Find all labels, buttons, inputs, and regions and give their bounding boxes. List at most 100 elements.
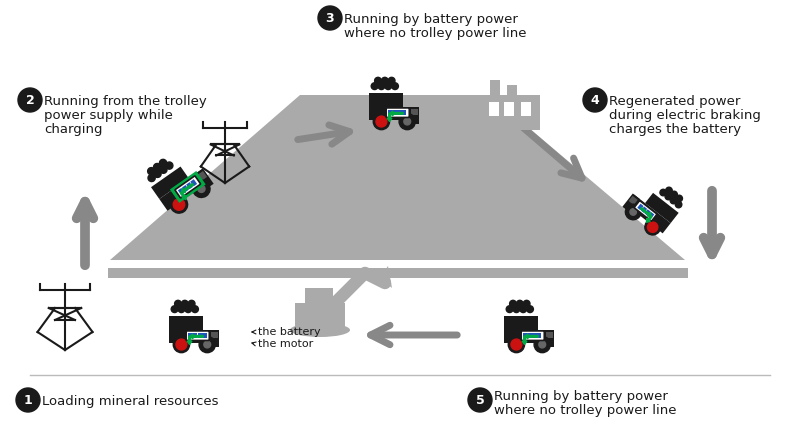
Circle shape [153,163,161,170]
FancyBboxPatch shape [521,331,544,341]
Circle shape [523,300,530,307]
Circle shape [660,189,666,196]
Circle shape [18,88,42,112]
Circle shape [376,116,387,127]
Bar [626,194,670,233]
Circle shape [373,113,390,130]
Circle shape [173,336,189,353]
Text: 5: 5 [475,393,484,407]
Bar [529,333,535,338]
Polygon shape [210,330,220,347]
Circle shape [378,83,385,90]
Circle shape [468,388,492,412]
Bar [638,203,643,210]
FancyArrow shape [390,111,403,116]
Circle shape [675,201,682,208]
Circle shape [645,220,661,235]
Bar [629,196,638,205]
Polygon shape [504,316,539,330]
FancyArrow shape [523,336,527,344]
Circle shape [318,6,342,30]
Circle shape [385,83,392,90]
FancyArrow shape [187,336,192,344]
Circle shape [16,388,40,412]
Polygon shape [622,193,640,212]
Circle shape [160,159,167,167]
Bar [197,333,207,338]
FancyArrow shape [181,192,186,200]
Circle shape [165,162,173,169]
Circle shape [204,341,211,348]
Bar [182,185,189,192]
Bar [504,102,514,116]
FancyArrow shape [525,334,539,339]
Polygon shape [545,330,555,347]
Circle shape [160,166,167,173]
Circle shape [198,185,205,192]
Bar [648,212,654,219]
Circle shape [148,174,155,181]
Circle shape [170,196,188,213]
Circle shape [534,336,551,353]
Circle shape [511,339,522,350]
Text: 4: 4 [590,93,599,107]
Bar [490,80,500,100]
Bar [369,107,418,120]
Text: 3: 3 [326,11,334,25]
Bar [400,110,406,115]
Text: where no trolley power line: where no trolley power line [344,27,527,40]
Circle shape [178,306,185,313]
Circle shape [175,300,181,307]
Bar [507,85,517,100]
Bar [159,169,210,211]
Text: where no trolley power line: where no trolley power line [494,404,677,417]
Circle shape [670,197,677,204]
Text: power supply while: power supply while [44,109,173,122]
Text: Loading mineral resources: Loading mineral resources [42,395,218,408]
Circle shape [516,300,523,307]
Bar [211,332,218,338]
Circle shape [176,201,183,208]
Circle shape [192,306,198,313]
Bar [178,188,185,195]
Text: Running from the trolley: Running from the trolley [44,95,207,108]
Circle shape [665,193,672,200]
FancyBboxPatch shape [186,331,209,341]
Bar [485,95,540,130]
Bar [641,206,647,213]
FancyArrow shape [388,113,392,121]
Circle shape [378,118,385,125]
Bar [388,110,394,115]
FancyBboxPatch shape [175,176,201,198]
Text: the motor: the motor [258,339,313,349]
Polygon shape [195,168,213,190]
Bar [523,333,529,338]
Circle shape [154,170,161,177]
Circle shape [403,118,411,125]
Bar [547,332,553,338]
Bar [186,182,193,190]
Polygon shape [169,316,203,330]
Bar [190,179,197,187]
Circle shape [185,306,192,313]
Bar [535,333,541,338]
Circle shape [671,191,678,198]
Bar [395,110,400,115]
Circle shape [513,341,520,348]
Text: the battery: the battery [258,327,320,337]
Circle shape [171,306,178,313]
Circle shape [372,83,378,90]
Circle shape [508,336,525,353]
Ellipse shape [290,323,350,337]
Bar [489,102,499,116]
Circle shape [513,306,520,313]
Bar [521,102,531,116]
Polygon shape [151,167,189,199]
Text: Running by battery power: Running by battery power [494,390,668,403]
Bar [411,109,418,115]
Circle shape [507,306,513,313]
Polygon shape [410,107,419,124]
Circle shape [527,306,534,313]
Text: during electric braking: during electric braking [609,109,761,122]
Circle shape [520,306,527,313]
